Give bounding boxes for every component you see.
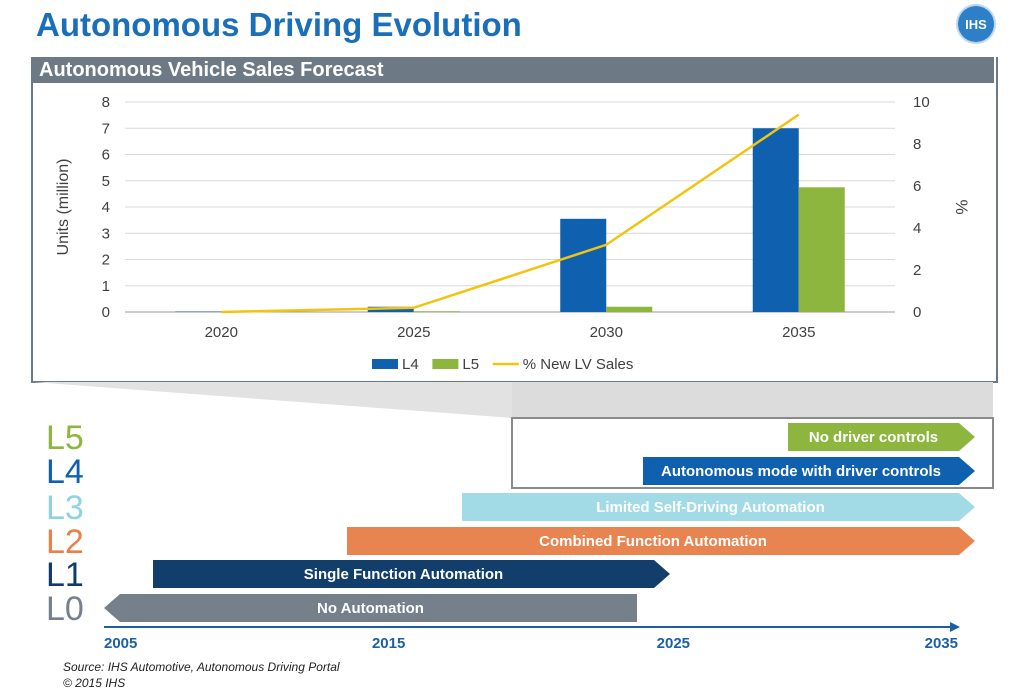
level-bar-l4: [643, 457, 975, 485]
ihs-logo: IHS: [958, 6, 994, 42]
source-note: Source: IHS Automotive, Autonomous Drivi…: [63, 660, 340, 674]
level-label-l5: L5: [46, 419, 84, 457]
level-bar-l0: [104, 594, 637, 622]
y-tick-label: 5: [102, 173, 110, 190]
level-label-l0: L0: [46, 590, 84, 628]
copyright-note: © 2015 IHS: [63, 676, 126, 690]
y2-tick-label: 10: [913, 94, 930, 111]
bar-l5-2030: [606, 306, 653, 312]
funnel-shape: [33, 382, 512, 418]
level-label-l2: L2: [46, 523, 84, 561]
y2-tick-label: 6: [913, 178, 921, 195]
y2-tick-label: 2: [913, 262, 921, 279]
bar-l4-2030: [560, 218, 607, 312]
timeline-year-label: 2035: [925, 635, 958, 652]
y-tick-label: 6: [102, 147, 110, 164]
legend-label: % New LV Sales: [523, 356, 634, 373]
legend-label: L4: [402, 356, 419, 373]
level-bar-text: Limited Self-Driving Automation: [596, 499, 825, 516]
y-tick-label: 4: [102, 199, 110, 216]
bar-l4-2020: [175, 311, 222, 312]
chart-panel-header: Autonomous Vehicle Sales Forecast: [31, 57, 994, 83]
level-label-l3: L3: [46, 489, 84, 527]
legend-swatch-l4: [372, 359, 398, 369]
level-bar-l3: [462, 493, 975, 521]
level-bar-l1: [153, 560, 670, 588]
level-bar-text: No Automation: [317, 600, 424, 617]
y2-axis-label: %: [952, 199, 971, 214]
y-tick-label: 2: [102, 252, 110, 269]
y-tick-label: 3: [102, 225, 110, 242]
timeline-year-label: 2005: [104, 635, 137, 652]
x-tick-label: 2035: [782, 324, 815, 341]
legend-swatch-l5: [432, 359, 459, 369]
y-tick-label: 8: [102, 94, 110, 111]
level-bar-text: No driver controls: [809, 429, 938, 446]
y-tick-label: 1: [102, 278, 110, 295]
chart-title: Autonomous Vehicle Sales Forecast: [39, 59, 384, 81]
y2-tick-label: 0: [913, 304, 921, 321]
bar-l5-2025: [413, 311, 460, 312]
y-tick-label: 7: [102, 120, 110, 137]
x-tick-label: 2025: [397, 324, 430, 341]
level-label-l1: L1: [46, 556, 84, 594]
line-pct-new-lv-sales: [221, 113, 800, 314]
bar-l5-2035: [798, 187, 845, 312]
level-bar-text: Single Function Automation: [304, 566, 503, 583]
timeline-year-label: 2015: [372, 635, 405, 652]
highlight-box: [511, 417, 994, 489]
level-bar-text: Combined Function Automation: [539, 533, 767, 550]
level-bar-l2: [347, 527, 975, 555]
x-tick-label: 2020: [205, 324, 238, 341]
y2-tick-label: 4: [913, 220, 921, 237]
bar-l4-2035: [752, 128, 799, 312]
y-tick-label: 0: [102, 304, 110, 321]
funnel-shape: [33, 382, 993, 418]
legend-label: L5: [462, 356, 479, 373]
level-bar-text: Autonomous mode with driver controls: [661, 463, 941, 480]
timeline-year-label: 2025: [657, 635, 690, 652]
timeline-arrowhead: [950, 622, 960, 632]
y2-tick-label: 8: [913, 136, 921, 153]
y-axis-label: Units (million): [55, 159, 72, 256]
x-tick-label: 2030: [590, 324, 623, 341]
level-label-l4: L4: [46, 453, 84, 491]
level-bar-l5: [788, 423, 975, 451]
page-title: Autonomous Driving Evolution: [36, 6, 522, 43]
